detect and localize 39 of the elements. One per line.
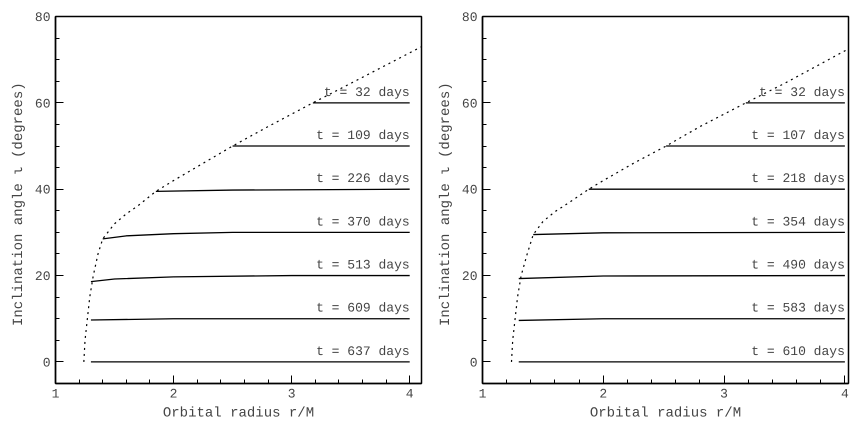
x-tick-label: 3: [288, 386, 296, 402]
y-axis-title: Inclination angle ι (degrees): [438, 82, 454, 326]
series-label: t = 490 days: [751, 258, 845, 273]
x-axis-title: Orbital radius r/M: [162, 406, 314, 422]
series-label: t = 370 days: [316, 214, 410, 230]
y-tick-label: 20: [462, 269, 478, 284]
line-series: [510, 48, 848, 363]
line-series: [90, 274, 410, 282]
y-tick-label: 0: [42, 355, 51, 370]
x-tick-label: 4: [840, 386, 849, 402]
series-label: t = 637 days: [316, 344, 410, 359]
series-label: t = 32 days: [324, 84, 410, 100]
x-tick-label: 2: [599, 386, 608, 402]
x-tick-label: 1: [478, 386, 487, 402]
x-axis-title: Orbital radius r/M: [590, 406, 742, 422]
x-tick-label: 1: [52, 386, 60, 402]
series-label: t = 609 days: [316, 300, 410, 316]
y-tick-label: 60: [462, 96, 478, 112]
x-tick-label: 3: [720, 386, 728, 402]
x-tick-label: 4: [406, 386, 414, 402]
series-label: t = 32 days: [759, 84, 845, 100]
line-series: [102, 232, 410, 240]
y-tick-label: 80: [34, 10, 51, 25]
y-tick-label: 0: [470, 355, 478, 370]
series-label: t = 107 days: [751, 128, 845, 144]
y-tick-label: 20: [34, 269, 51, 284]
x-tick-label: 2: [170, 386, 178, 402]
series-label: t = 354 days: [751, 214, 845, 230]
series-label: t = 218 days: [751, 171, 845, 186]
y-tick-label: 40: [462, 182, 478, 198]
y-tick-label: 80: [462, 10, 478, 25]
series-label: t = 109 days: [316, 128, 410, 144]
series-label: t = 610 days: [751, 344, 845, 359]
y-tick-label: 40: [34, 182, 51, 198]
series-label: t = 226 days: [316, 171, 410, 186]
y-tick-label: 60: [34, 96, 51, 112]
y-axis-title: Inclination angle ι (degrees): [10, 82, 27, 326]
series-label: t = 513 days: [316, 258, 410, 273]
series-label: t = 583 days: [751, 300, 845, 316]
